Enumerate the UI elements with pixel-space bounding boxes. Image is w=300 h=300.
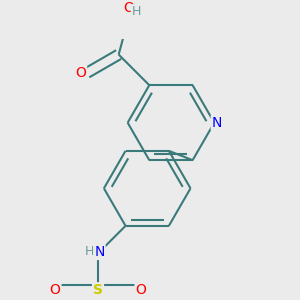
Text: O: O [75,66,86,80]
Text: H: H [85,245,94,258]
Text: O: O [50,283,61,297]
Text: O: O [123,1,134,15]
Text: N: N [211,116,222,130]
Text: S: S [93,283,103,297]
Text: H: H [131,5,141,18]
Text: O: O [136,283,146,297]
Text: N: N [94,245,105,259]
